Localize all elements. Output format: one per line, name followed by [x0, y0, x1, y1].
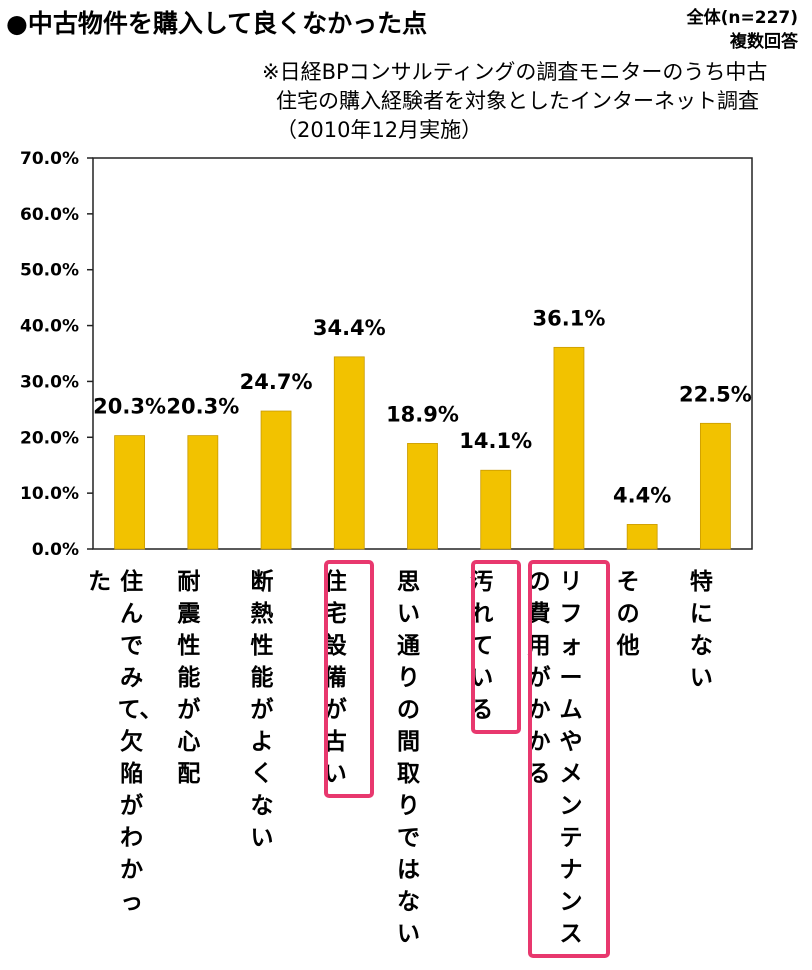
sample-size: 全体(n=227)	[686, 8, 798, 28]
survey-note-line-1: ※日経BPコンサルティングの調査モニターのうち中古	[262, 60, 768, 84]
bar	[480, 469, 512, 550]
bar	[187, 435, 219, 550]
data-label: 20.3%	[166, 395, 239, 419]
y-tick-label: 0.0%	[32, 540, 79, 560]
bar	[553, 346, 585, 550]
survey-note-line-2: 住宅の購入経験者を対象としたインターネット調査	[276, 89, 759, 113]
data-label: 20.3%	[93, 395, 166, 419]
bar	[333, 356, 365, 550]
y-tick-label: 40.0%	[20, 317, 79, 337]
category-label: 住んでみて、欠陥がわかっ	[117, 569, 163, 915]
highlight-box	[527, 560, 610, 958]
y-tick-label: 20.0%	[20, 428, 79, 448]
survey-note: ※日経BPコンサルティングの調査モニターのうち中古 住宅の購入経験者を対象とした…	[262, 58, 767, 145]
highlight-box	[324, 560, 375, 798]
chart-title: ●中古物件を購入して良くなかった点	[6, 9, 428, 38]
highlight-box	[470, 560, 521, 734]
category-label: 思い通りの間取りではない	[397, 569, 420, 947]
data-label: 4.4%	[613, 483, 671, 507]
data-label: 22.5%	[679, 382, 752, 406]
data-label: 34.4%	[313, 316, 386, 340]
category-label: 耐震性能が心配	[177, 569, 201, 787]
bar	[699, 422, 731, 550]
bar	[407, 443, 438, 550]
sample-info: 全体(n=227) 複数回答	[687, 6, 798, 54]
bar	[114, 435, 146, 550]
category-label: 住宅設備が古い	[323, 569, 347, 787]
y-tick-label: 50.0%	[20, 261, 79, 281]
y-tick-label: 30.0%	[20, 372, 79, 392]
category-label: リフォームやメンテナンス	[559, 569, 583, 947]
bar	[260, 410, 292, 550]
survey-note-line-3: （2010年12月実施）	[276, 118, 483, 142]
data-label: 36.1%	[533, 306, 606, 330]
data-label: 18.9%	[386, 402, 459, 426]
category-label: の費用がかかる	[527, 569, 551, 787]
answer-type: 複数回答	[730, 32, 798, 52]
category-label: 汚れている	[470, 569, 494, 723]
category-label: その他	[616, 569, 640, 659]
data-label: 24.7%	[240, 370, 313, 394]
bar	[626, 524, 658, 550]
category-label: 特にない	[689, 569, 713, 691]
category-label: た	[88, 569, 112, 595]
category-label: 断熱性能がよくない	[250, 569, 274, 851]
data-label: 14.1%	[459, 429, 532, 453]
y-tick-label: 70.0%	[20, 149, 79, 169]
y-tick-label: 10.0%	[20, 484, 79, 504]
y-tick-label: 60.0%	[20, 205, 79, 225]
